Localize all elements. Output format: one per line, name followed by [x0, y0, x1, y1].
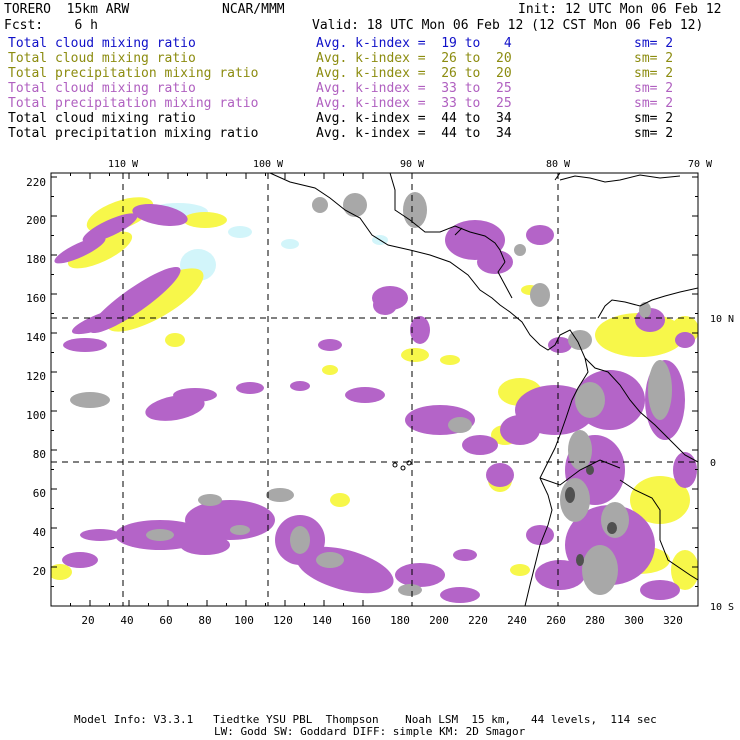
legend-sm: sm= 2	[634, 111, 674, 126]
lat-label: 0	[710, 458, 716, 469]
lon-label: 90 W	[400, 159, 425, 170]
model-info-line: Model Info: V3.3.1 Tiedtke YSU PBL Thomp…	[74, 713, 657, 726]
y-tick-label: 40	[33, 526, 46, 539]
y-tick-label: 220	[26, 176, 46, 189]
legend-field: Total cloud mixing ratio	[8, 111, 196, 126]
legend-kindex: Avg. k-index = 44 to 34	[316, 111, 512, 126]
x-tick-label: 180	[390, 614, 410, 627]
lon-label: 70 W	[688, 159, 713, 170]
x-tick-label: 260	[546, 614, 566, 627]
x-tick-label: 160	[351, 614, 371, 627]
coastlines	[269, 173, 698, 606]
y-tick-label: 60	[33, 487, 46, 500]
legend-kindex: Avg. k-index = 44 to 34	[316, 126, 512, 141]
model-name: TORERO 15km ARW	[4, 2, 130, 17]
legend-kindex: Avg. k-index = 33 to 25	[316, 81, 512, 96]
legend-field: Total cloud mixing ratio	[8, 81, 196, 96]
legend-kindex: Avg. k-index = 19 to 4	[316, 36, 512, 51]
legend-field: Total cloud mixing ratio	[8, 36, 196, 51]
galapagos-islands	[392, 460, 412, 471]
latitude-labels: 10 N 0 10 S	[710, 314, 734, 613]
forecast-hour: Fcst: 6 h	[4, 18, 98, 33]
y-tick-label: 180	[26, 253, 46, 266]
y-tick-label: 160	[26, 292, 46, 305]
x-tick-label: 300	[624, 614, 644, 627]
valid-time: Valid: 18 UTC Mon 06 Feb 12 (12 CST Mon …	[312, 18, 704, 33]
legend-kindex: Avg. k-index = 26 to 20	[316, 51, 512, 66]
legend-field: Total precipitation mixing ratio	[8, 66, 259, 81]
cloud-darkgray-areas	[565, 465, 617, 566]
legend-kindex: Avg. k-index = 33 to 25	[316, 96, 512, 111]
organization: NCAR/MMM	[222, 2, 285, 17]
cloud-yellow-areas	[51, 197, 698, 590]
longitude-labels: 110 W 100 W 90 W 80 W 70 W	[108, 159, 713, 170]
physics-info-line: LW: Godd SW: Goddard DIFF: simple KM: 2D…	[214, 725, 526, 738]
y-tick-labels: 220 200 180 160 140 120 100 80 60 40 20	[26, 176, 46, 578]
lon-label: 100 W	[253, 159, 284, 170]
lat-label: 10 N	[710, 314, 734, 325]
lat-label: 10 S	[710, 602, 734, 613]
legend-sm: sm= 2	[634, 51, 674, 66]
x-tick-label: 220	[468, 614, 488, 627]
legend-sm: sm= 2	[634, 96, 674, 111]
axis-ticks	[50, 173, 698, 607]
x-tick-label: 80	[198, 614, 211, 627]
x-tick-label: 320	[663, 614, 683, 627]
legend-sm: sm= 2	[634, 126, 674, 141]
legend-sm: sm= 2	[634, 81, 674, 96]
map-frame	[50, 172, 699, 607]
legend-sm: sm= 2	[634, 66, 674, 81]
y-tick-label: 100	[26, 409, 46, 422]
y-tick-label: 20	[33, 565, 46, 578]
x-tick-label: 200	[429, 614, 449, 627]
y-tick-label: 200	[26, 214, 46, 227]
legend-field: Total precipitation mixing ratio	[8, 96, 259, 111]
init-time: Init: 12 UTC Mon 06 Feb 12	[518, 2, 722, 17]
y-tick-label: 120	[26, 370, 46, 383]
y-tick-label: 140	[26, 331, 46, 344]
lon-label: 110 W	[108, 159, 139, 170]
x-tick-label: 60	[159, 614, 172, 627]
x-tick-label: 120	[273, 614, 293, 627]
x-tick-label: 100	[234, 614, 254, 627]
lon-label: 80 W	[546, 159, 571, 170]
x-tick-label: 240	[507, 614, 527, 627]
legend-sm: sm= 2	[634, 36, 674, 51]
x-tick-labels: 20 40 60 80 100 120 140 160 180 200 220 …	[81, 614, 683, 627]
legend-kindex: Avg. k-index = 26 to 20	[316, 66, 512, 81]
graticule	[51, 173, 698, 606]
x-tick-label: 40	[120, 614, 133, 627]
x-tick-label: 280	[585, 614, 605, 627]
x-tick-label: 140	[312, 614, 332, 627]
legend-field: Total precipitation mixing ratio	[8, 126, 259, 141]
y-tick-label: 80	[33, 448, 46, 461]
x-tick-label: 20	[81, 614, 94, 627]
legend-field: Total cloud mixing ratio	[8, 51, 196, 66]
cloud-purple-areas	[54, 204, 697, 603]
field-layer	[51, 173, 698, 606]
